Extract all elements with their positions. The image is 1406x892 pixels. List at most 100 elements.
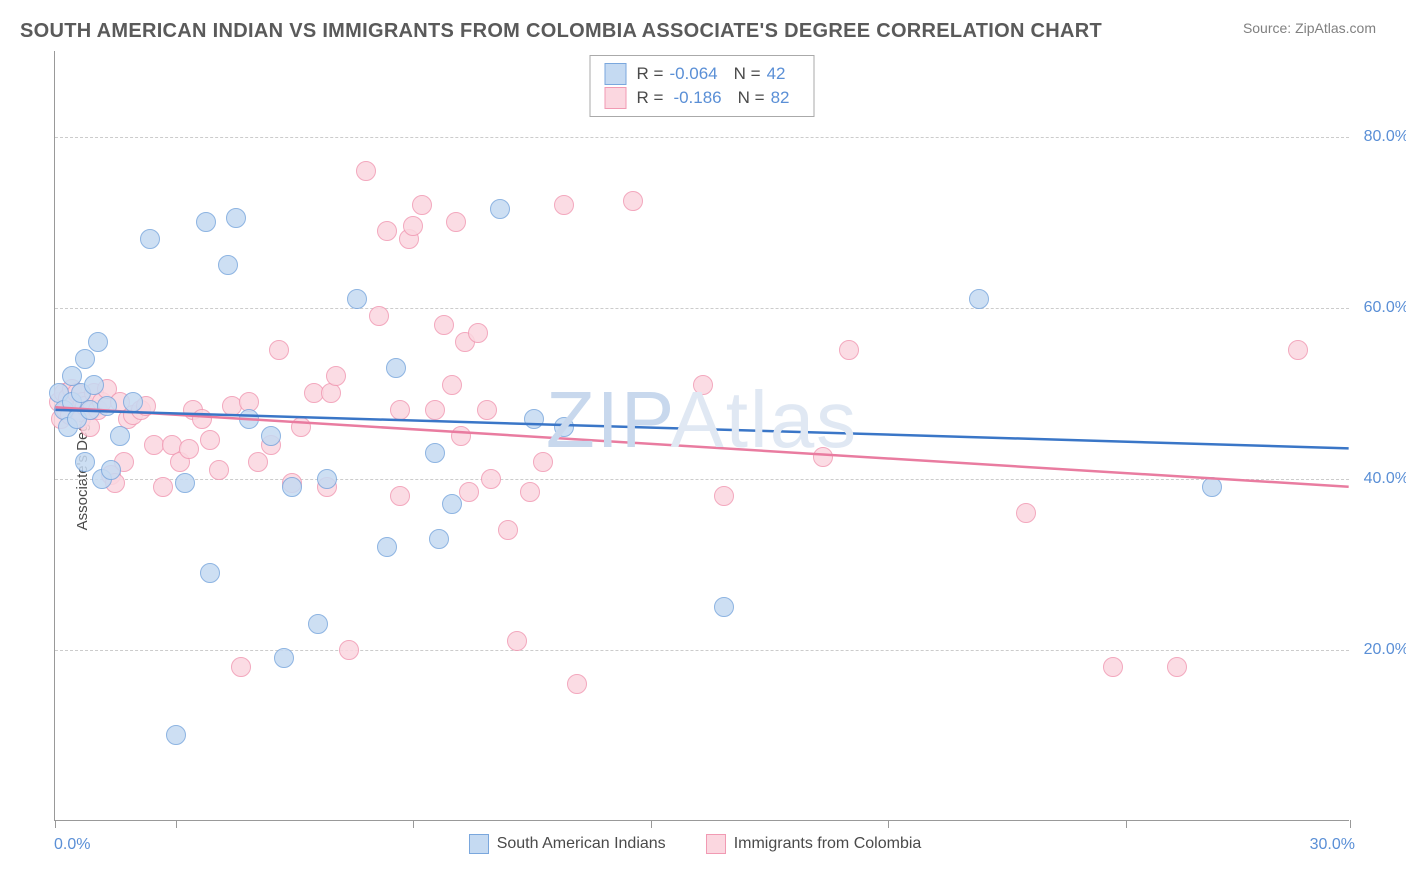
scatter-point-pink — [567, 674, 587, 694]
scatter-point-blue — [442, 494, 462, 514]
scatter-point-pink — [200, 430, 220, 450]
x-tick — [1350, 820, 1351, 828]
scatter-point-blue — [123, 392, 143, 412]
scatter-point-pink — [554, 195, 574, 215]
scatter-point-pink — [321, 383, 341, 403]
top-legend-row-1: R = -0.186 N = 82 — [605, 86, 800, 110]
scatter-point-blue — [308, 614, 328, 634]
scatter-point-pink — [153, 477, 173, 497]
scatter-point-blue — [75, 349, 95, 369]
gridline — [55, 308, 1349, 309]
scatter-point-blue — [317, 469, 337, 489]
scatter-point-pink — [693, 375, 713, 395]
scatter-point-pink — [248, 452, 268, 472]
scatter-point-blue — [347, 289, 367, 309]
scatter-point-blue — [714, 597, 734, 617]
scatter-point-pink — [369, 306, 389, 326]
scatter-point-pink — [442, 375, 462, 395]
scatter-point-blue — [88, 332, 108, 352]
y-tick-label: 20.0% — [1364, 641, 1406, 659]
scatter-point-blue — [377, 537, 397, 557]
scatter-point-blue — [1202, 477, 1222, 497]
x-tick — [888, 820, 889, 828]
scatter-point-pink — [209, 460, 229, 480]
scatter-point-pink — [1103, 657, 1123, 677]
scatter-point-pink — [623, 191, 643, 211]
y-tick-label: 80.0% — [1364, 128, 1406, 146]
scatter-point-blue — [490, 199, 510, 219]
scatter-point-pink — [714, 486, 734, 506]
scatter-point-pink — [481, 469, 501, 489]
x-tick — [55, 820, 56, 828]
scatter-point-pink — [356, 161, 376, 181]
scatter-point-pink — [1016, 503, 1036, 523]
scatter-point-pink — [1288, 340, 1308, 360]
source-label: Source: ZipAtlas.com — [1243, 20, 1376, 36]
scatter-point-blue — [84, 375, 104, 395]
scatter-point-pink — [390, 400, 410, 420]
scatter-point-pink — [377, 221, 397, 241]
scatter-point-pink — [498, 520, 518, 540]
scatter-point-pink — [179, 439, 199, 459]
scatter-point-pink — [425, 400, 445, 420]
scatter-point-pink — [291, 417, 311, 437]
scatter-point-pink — [839, 340, 859, 360]
scatter-point-blue — [175, 473, 195, 493]
scatter-point-blue — [200, 563, 220, 583]
x-tick — [413, 820, 414, 828]
x-tick — [651, 820, 652, 828]
scatter-point-blue — [239, 409, 259, 429]
legend-label: Immigrants from Colombia — [734, 835, 922, 853]
legend-item-pink: Immigrants from Colombia — [706, 834, 922, 854]
scatter-point-pink — [520, 482, 540, 502]
gridline — [55, 137, 1349, 138]
scatter-point-blue — [218, 255, 238, 275]
swatch-icon — [605, 63, 627, 85]
scatter-point-pink — [813, 447, 833, 467]
swatch-icon — [605, 87, 627, 109]
scatter-point-pink — [434, 315, 454, 335]
scatter-point-blue — [524, 409, 544, 429]
scatter-point-blue — [261, 426, 281, 446]
scatter-point-blue — [282, 477, 302, 497]
bottom-legend: South American Indians Immigrants from C… — [10, 834, 1380, 854]
scatter-point-blue — [429, 529, 449, 549]
scatter-point-blue — [386, 358, 406, 378]
scatter-point-pink — [451, 426, 471, 446]
scatter-point-pink — [507, 631, 527, 651]
scatter-point-pink — [192, 409, 212, 429]
scatter-point-pink — [326, 366, 346, 386]
scatter-point-blue — [274, 648, 294, 668]
scatter-point-blue — [110, 426, 130, 446]
scatter-point-blue — [140, 229, 160, 249]
scatter-point-pink — [446, 212, 466, 232]
plot-area: ZIPAtlas R = -0.064 N = 42 R = -0.186 N … — [54, 51, 1349, 821]
scatter-point-blue — [969, 289, 989, 309]
scatter-point-pink — [390, 486, 410, 506]
y-tick-label: 40.0% — [1364, 470, 1406, 488]
scatter-point-pink — [339, 640, 359, 660]
scatter-point-pink — [269, 340, 289, 360]
scatter-point-pink — [533, 452, 553, 472]
scatter-point-blue — [196, 212, 216, 232]
chart-title: SOUTH AMERICAN INDIAN VS IMMIGRANTS FROM… — [20, 20, 1102, 43]
scatter-point-pink — [403, 216, 423, 236]
gridline — [55, 650, 1349, 651]
scatter-point-blue — [101, 460, 121, 480]
legend-item-blue: South American Indians — [469, 834, 666, 854]
scatter-point-blue — [226, 208, 246, 228]
swatch-icon — [706, 834, 726, 854]
scatter-point-pink — [459, 482, 479, 502]
y-tick-label: 60.0% — [1364, 299, 1406, 317]
x-tick — [1126, 820, 1127, 828]
swatch-icon — [469, 834, 489, 854]
scatter-point-blue — [425, 443, 445, 463]
scatter-point-blue — [166, 725, 186, 745]
scatter-point-pink — [231, 657, 251, 677]
scatter-point-blue — [75, 452, 95, 472]
scatter-point-pink — [412, 195, 432, 215]
x-tick — [176, 820, 177, 828]
top-legend: R = -0.064 N = 42 R = -0.186 N = 82 — [590, 55, 815, 117]
scatter-point-pink — [1167, 657, 1187, 677]
trend-lines — [55, 51, 1349, 820]
